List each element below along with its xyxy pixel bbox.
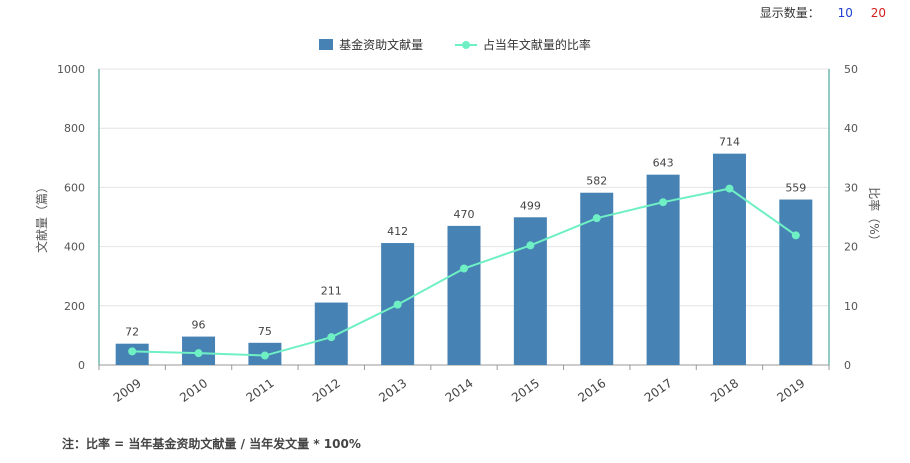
- x-tick-label: 2010: [177, 376, 210, 405]
- y2-tick-label: 30: [844, 181, 858, 194]
- y-tick-label: 600: [64, 181, 85, 194]
- ratio-point: [791, 231, 800, 240]
- y-tick-label: 1000: [57, 63, 85, 76]
- bar-value-label: 643: [653, 157, 674, 170]
- bar-value-label: 582: [586, 175, 607, 188]
- y-tick-label: 400: [64, 241, 85, 254]
- bar: [447, 225, 481, 365]
- bar-value-label: 470: [454, 208, 475, 221]
- y2-tick-label: 20: [844, 241, 858, 254]
- ratio-point: [327, 333, 336, 342]
- display-count-bar: 显示数量： 10 20: [760, 4, 886, 21]
- legend-item-line[interactable]: 占当年文献量的比率: [454, 36, 591, 53]
- bar-value-label: 211: [321, 285, 342, 298]
- y2-axis-title: 比率（%）: [867, 187, 882, 246]
- bar: [513, 217, 547, 365]
- footnote: 注：比率 = 当年基金资助文献量 / 当年发文量 * 100%: [62, 437, 361, 451]
- x-tick-label: 2009: [111, 376, 144, 405]
- bar: [646, 174, 680, 365]
- bar-value-label: 96: [192, 319, 206, 332]
- y2-tick-label: 10: [844, 300, 858, 313]
- ratio-point: [526, 241, 535, 250]
- ratio-point: [260, 351, 269, 360]
- y-tick-label: 800: [64, 122, 85, 135]
- x-tick-label: 2011: [244, 376, 277, 405]
- x-tick-label: 2014: [443, 376, 476, 405]
- x-tick-label: 2013: [376, 376, 409, 405]
- ratio-point: [393, 300, 402, 309]
- x-tick-label: 2018: [708, 376, 741, 405]
- y-tick-label: 0: [78, 359, 85, 372]
- ratio-point: [725, 184, 734, 193]
- bar: [779, 199, 813, 365]
- y-tick-label: 200: [64, 300, 85, 313]
- x-tick-label: 2016: [575, 376, 608, 405]
- bar-value-label: 559: [785, 182, 806, 195]
- bar-value-label: 72: [125, 326, 139, 339]
- x-tick-label: 2017: [642, 376, 675, 405]
- legend-line-swatch: [454, 39, 477, 50]
- bar-value-label: 714: [719, 136, 740, 149]
- legend-line-label: 占当年文献量的比率: [482, 38, 591, 52]
- legend-item-bar[interactable]: 基金资助文献量: [319, 36, 423, 53]
- bar-value-label: 412: [387, 225, 408, 238]
- y2-tick-label: 40: [844, 122, 858, 135]
- ratio-point: [128, 347, 137, 356]
- ratio-point: [460, 264, 468, 273]
- ratio-point: [592, 214, 601, 223]
- legend-bar-label: 基金资助文献量: [339, 38, 424, 52]
- legend-bar-swatch: [319, 39, 334, 50]
- y2-tick-label: 0: [844, 359, 851, 372]
- x-tick-label: 2015: [509, 376, 542, 405]
- display-count-label: 显示数量：: [759, 6, 820, 20]
- display-count-option-20[interactable]: 20: [870, 6, 886, 20]
- ratio-point: [194, 349, 203, 358]
- x-tick-label: 2012: [310, 376, 343, 405]
- bar-value-label: 75: [258, 325, 272, 338]
- x-tick-label: 2019: [774, 376, 807, 405]
- y2-tick-label: 50: [844, 63, 858, 76]
- y-axis-title: 文献量（篇）: [34, 181, 49, 253]
- display-count-option-10[interactable]: 10: [837, 6, 853, 20]
- bar-value-label: 499: [520, 199, 541, 212]
- chart-legend: 基金资助文献量 占当年文献量的比率: [0, 36, 910, 53]
- ratio-point: [659, 198, 668, 207]
